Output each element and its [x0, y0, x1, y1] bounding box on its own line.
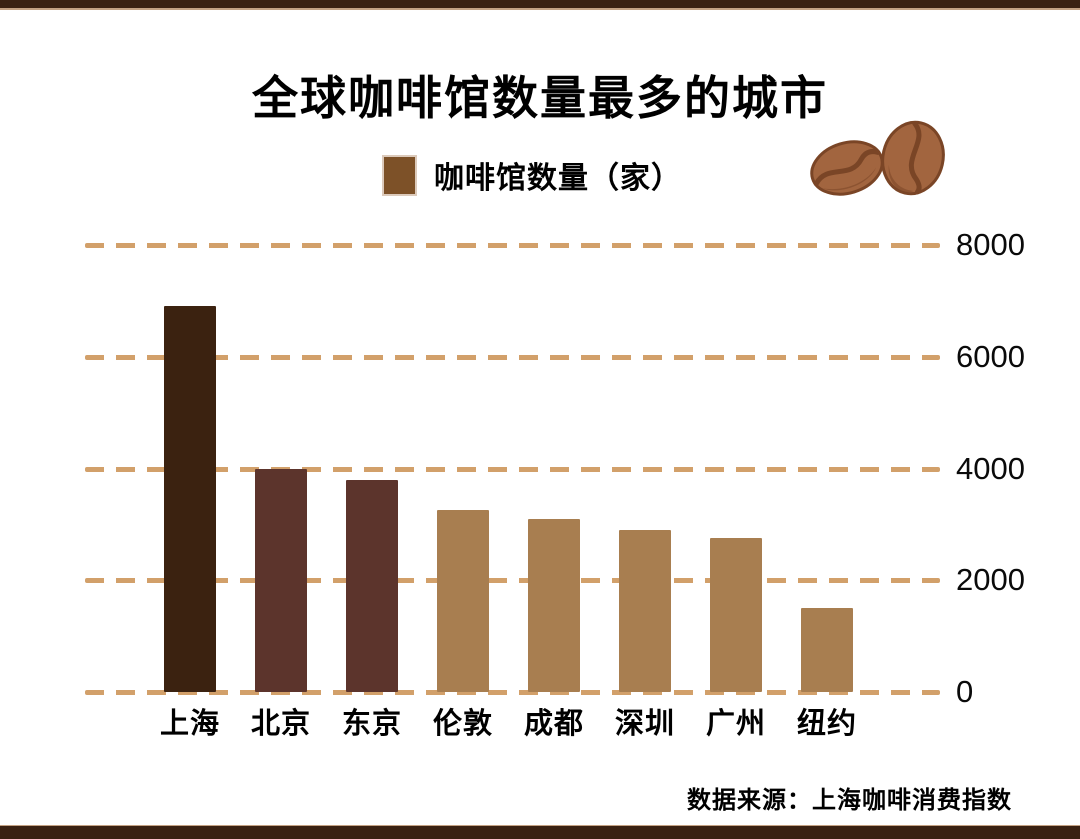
top-frame-border — [0, 0, 1080, 10]
y-tick-label: 0 — [956, 674, 974, 709]
data-source-note: 数据来源：上海咖啡消费指数 — [687, 787, 1012, 814]
x-axis-label-深圳: 深圳 — [614, 708, 675, 740]
bar-深圳 — [619, 529, 671, 692]
bar-纽约 — [801, 608, 853, 692]
bottom-frame-border — [0, 825, 1080, 839]
bar-成都 — [528, 518, 580, 692]
x-axis-label-纽约: 纽约 — [796, 708, 857, 740]
x-axis-label-上海: 上海 — [159, 708, 220, 740]
y-tick-label: 6000 — [956, 338, 1025, 374]
bar-北京 — [255, 468, 307, 692]
gridline-2000 — [85, 578, 940, 584]
bar-上海 — [164, 306, 216, 692]
x-axis-label-广州: 广州 — [705, 708, 766, 740]
x-axis-label-伦敦: 伦敦 — [432, 708, 493, 740]
bar-伦敦 — [437, 510, 489, 692]
legend-label: 咖啡馆数量（家） — [434, 162, 682, 195]
y-tick-label: 8000 — [956, 227, 1025, 262]
x-axis-label-成都: 成都 — [523, 708, 584, 740]
x-axis-label-北京: 北京 — [250, 708, 311, 740]
chart-title: 全球咖啡馆数量最多的城市 — [252, 72, 828, 124]
gridline-8000 — [85, 243, 940, 248]
bar-东京 — [346, 479, 398, 692]
bar-广州 — [710, 538, 762, 692]
coffee-beans-icon — [810, 120, 945, 196]
gridline-0 — [85, 690, 940, 695]
gridline-6000 — [85, 354, 940, 360]
x-axis-label-东京: 东京 — [341, 708, 402, 740]
legend-swatch — [382, 154, 417, 196]
y-tick-label: 2000 — [956, 562, 1025, 598]
gridline-4000 — [85, 466, 940, 472]
y-tick-label: 4000 — [956, 450, 1025, 486]
legend: 咖啡馆数量（家） — [382, 153, 682, 197]
